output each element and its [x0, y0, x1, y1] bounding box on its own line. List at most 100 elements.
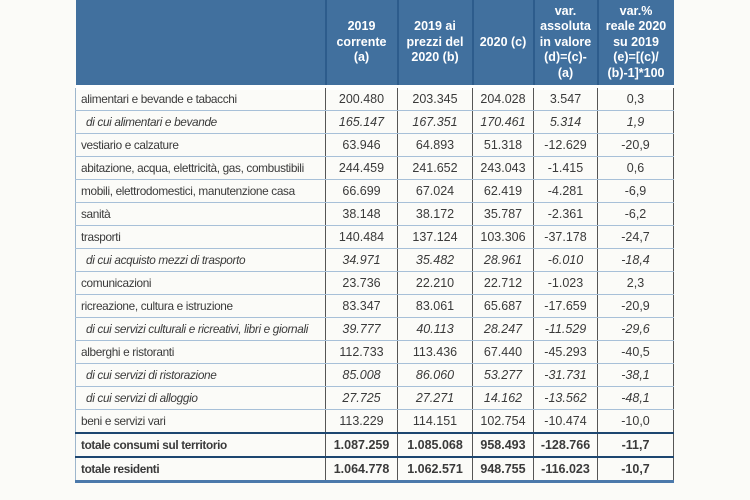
row-label: alberghi e ristoranti [75, 340, 326, 364]
row-label: alimentari e bevande e tabacchi [75, 86, 326, 111]
cell-value: -37.178 [533, 225, 598, 249]
cell-value: 1,9 [597, 110, 674, 134]
cell-value: -11.529 [533, 317, 598, 341]
cell-value: 65.687 [472, 294, 534, 318]
cell-value: -17.659 [533, 294, 598, 318]
cell-value: 22.712 [472, 271, 534, 295]
table-row: alberghi e ristoranti 112.733 113.436 67.44… [75, 340, 674, 364]
cell-value: -31.731 [533, 363, 598, 387]
cell-value: 85.008 [325, 363, 398, 387]
cell-value: -128.766 [533, 432, 598, 458]
table-row: di cui servizi di ristorazione 85.008 86.0… [75, 363, 674, 387]
cell-value: 102.754 [472, 409, 534, 434]
cell-value: 5.314 [533, 110, 598, 134]
cell-value: 51.318 [472, 133, 534, 157]
cell-value: 241.652 [397, 156, 473, 180]
header-row: 2019 corrente (a) 2019 ai prezzi del 202… [75, 0, 674, 88]
table-header: 2019 corrente (a) 2019 ai prezzi del 202… [75, 0, 674, 88]
cell-value: -6,9 [597, 179, 674, 203]
cell-value: 0,6 [597, 156, 674, 180]
cell-value: -48,1 [597, 386, 674, 410]
cell-value: -24,7 [597, 225, 674, 249]
cell-value: 66.699 [325, 179, 398, 203]
cell-value: -10.474 [533, 409, 598, 434]
household-consumption-table-container: 2019 corrente (a) 2019 ai prezzi del 202… [75, 0, 675, 483]
cell-value: 244.459 [325, 156, 398, 180]
cell-value: 103.306 [472, 225, 534, 249]
cell-value: 83.061 [397, 294, 473, 318]
row-label: totale residenti [75, 456, 326, 483]
cell-value: 203.345 [397, 86, 473, 111]
cell-value: -18,4 [597, 248, 674, 272]
header-2020: 2020 (c) [471, 0, 534, 88]
header-2019-corrente: 2019 corrente (a) [324, 0, 398, 88]
cell-value: 1.062.571 [397, 456, 473, 483]
cell-value: 86.060 [397, 363, 473, 387]
table-row: di cui alimentari e bevande 165.147 167.35… [75, 110, 674, 134]
cell-value: 165.147 [325, 110, 398, 134]
cell-value: 35.787 [472, 202, 534, 226]
cell-value: 40.113 [397, 317, 473, 341]
row-label: di cui servizi di ristorazione [75, 363, 326, 387]
header-2019-prezzi-2020: 2019 ai prezzi del 2020 (b) [396, 0, 473, 88]
cell-value: 63.946 [325, 133, 398, 157]
cell-value: 39.777 [325, 317, 398, 341]
cell-value: -6,2 [597, 202, 674, 226]
cell-value: -12.629 [533, 133, 598, 157]
cell-value: -20,9 [597, 294, 674, 318]
table-body: alimentari e bevande e tabacchi 200.480 20… [75, 86, 674, 483]
table-row: totale consumi sul territorio 1.087.259 1.… [75, 432, 674, 458]
cell-value: -10,7 [597, 456, 674, 483]
cell-value: 67.440 [472, 340, 534, 364]
cell-value: 22.210 [397, 271, 473, 295]
cell-value: -40,5 [597, 340, 674, 364]
cell-value: 167.351 [397, 110, 473, 134]
cell-value: 113.229 [325, 409, 398, 434]
cell-value: 3.547 [533, 86, 598, 111]
cell-value: 112.733 [325, 340, 398, 364]
cell-value: -11,7 [597, 432, 674, 458]
row-label: ricreazione, cultura e istruzione [75, 294, 326, 318]
table-row: di cui servizi di alloggio 27.725 27.271 14… [75, 386, 674, 410]
cell-value: 1.064.778 [325, 456, 398, 483]
cell-value: -29,6 [597, 317, 674, 341]
cell-value: 35.482 [397, 248, 473, 272]
cell-value: 27.271 [397, 386, 473, 410]
cell-value: 38.172 [397, 202, 473, 226]
cell-value: 83.347 [325, 294, 398, 318]
cell-value: -20,9 [597, 133, 674, 157]
cell-value: 14.162 [472, 386, 534, 410]
cell-value: -45.293 [533, 340, 598, 364]
header-var-assoluta: var. assoluta in valore (d)=(c)- (a) [532, 0, 598, 88]
cell-value: 2,3 [597, 271, 674, 295]
cell-value: 204.028 [472, 86, 534, 111]
table-row: totale residenti 1.064.778 1.062.571 948.75… [75, 456, 674, 483]
cell-value: 1.087.259 [325, 432, 398, 458]
row-label: mobili, elettrodomestici, manutenzione c… [75, 179, 326, 203]
cell-value: -10,0 [597, 409, 674, 434]
cell-value: 67.024 [397, 179, 473, 203]
cell-value: -38,1 [597, 363, 674, 387]
cell-value: -4.281 [533, 179, 598, 203]
row-label: di cui alimentari e bevande [75, 110, 326, 134]
table-row: mobili, elettrodomestici, manutenzione c… [75, 179, 674, 203]
cell-value: 28.247 [472, 317, 534, 341]
cell-value: -116.023 [533, 456, 598, 483]
table-row: di cui servizi culturali e ricreativi, l… [75, 317, 674, 341]
row-label: abitazione, acqua, elettricità, gas, com… [75, 156, 326, 180]
cell-value: -2.361 [533, 202, 598, 226]
cell-value: 137.124 [397, 225, 473, 249]
table-row: abitazione, acqua, elettricità, gas, com… [75, 156, 674, 180]
cell-value: -6.010 [533, 248, 598, 272]
row-label: vestiario e calzature [75, 133, 326, 157]
cell-value: 948.755 [472, 456, 534, 483]
cell-value: 958.493 [472, 432, 534, 458]
cell-value: 27.725 [325, 386, 398, 410]
header-var-percent-reale: var.% reale 2020 su 2019 (e)=[(c)/ (b)-1… [596, 0, 674, 88]
cell-value: 243.043 [472, 156, 534, 180]
table-row: di cui acquisto mezzi di trasporto 34.971… [75, 248, 674, 272]
table-row: alimentari e bevande e tabacchi 200.480 20… [75, 86, 674, 111]
cell-value: 38.148 [325, 202, 398, 226]
cell-value: -1.415 [533, 156, 598, 180]
row-label: di cui acquisto mezzi di trasporto [75, 248, 326, 272]
